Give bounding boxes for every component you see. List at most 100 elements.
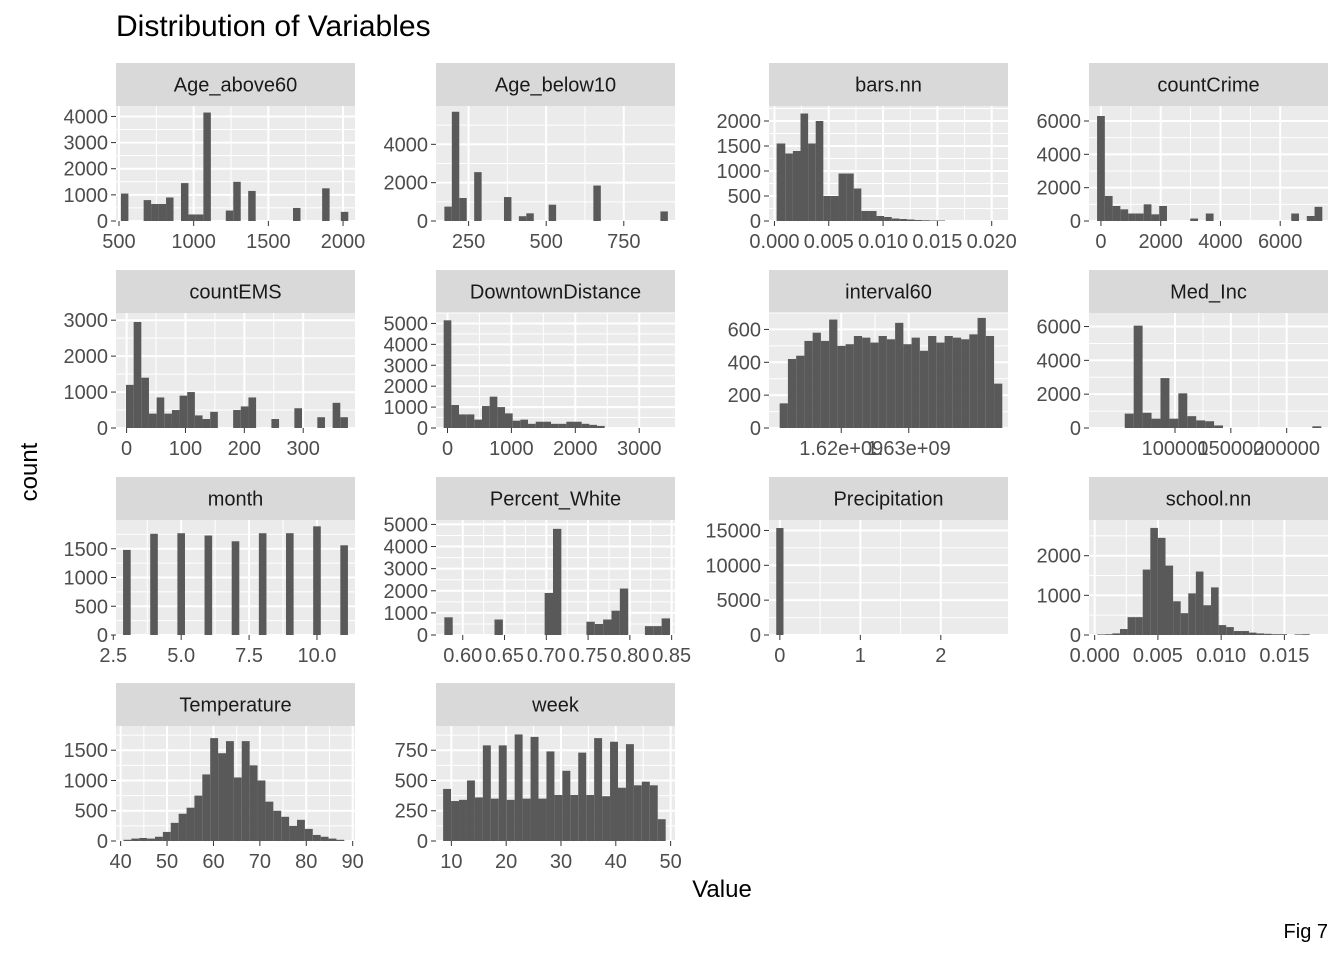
histogram-bar — [1104, 196, 1113, 221]
x-tick-label: 0.75 — [569, 645, 608, 667]
x-axis-title: Value — [692, 876, 752, 903]
histogram-bar — [1120, 209, 1129, 221]
x-tick-label: 50 — [659, 851, 681, 873]
facet-strip-label: Age_above60 — [174, 75, 297, 97]
histogram-bar — [233, 181, 241, 221]
x-tick-label: 1.62e+09 — [799, 438, 883, 460]
facet-strip — [1089, 270, 1328, 313]
histogram-bar — [899, 219, 907, 221]
x-tick-label: 0.020 — [967, 231, 1017, 253]
histogram-bar — [194, 415, 203, 428]
histogram-bar — [186, 807, 195, 841]
histogram-bar — [876, 216, 885, 221]
histogram-bar — [578, 752, 587, 841]
y-tick-label: 3000 — [64, 133, 109, 155]
y-tick-label: 5000 — [717, 590, 762, 612]
histogram-bar — [248, 397, 257, 428]
facet-strip-label: month — [208, 489, 264, 511]
x-tick-label: 2.5 — [99, 645, 127, 667]
histogram-bar — [466, 780, 475, 841]
histogram-bar — [166, 197, 174, 221]
histogram-bar — [313, 526, 321, 635]
histogram-bar — [1097, 116, 1105, 221]
histogram-bar — [1112, 633, 1120, 635]
y-tick-label: 400 — [728, 352, 761, 374]
x-tick-label: 2000 — [321, 231, 366, 253]
histogram-bar — [187, 392, 195, 428]
histogram-bar — [1135, 213, 1144, 221]
histogram-bar — [320, 836, 329, 841]
histogram-bar — [551, 423, 559, 428]
histogram-bar — [494, 619, 503, 635]
histogram-bar — [1226, 627, 1234, 635]
y-tick-label: 2000 — [64, 346, 109, 368]
histogram-bar — [1205, 421, 1215, 428]
x-tick-label: 750 — [607, 231, 640, 253]
histogram-bar — [522, 798, 531, 841]
facet-strip — [1089, 477, 1328, 520]
histogram-bar — [271, 419, 280, 428]
facet-interval60: interval60 0 200 400 600 1.62e+091.63e+09 — [728, 270, 1008, 460]
y-tick-label: 0 — [97, 418, 108, 440]
y-tick-label: 2000 — [1037, 384, 1082, 406]
histogram-bar — [340, 545, 348, 635]
histogram-bar — [257, 780, 266, 841]
y-tick-label: 1000 — [384, 397, 429, 419]
histogram-bar — [202, 419, 211, 428]
histogram-bar — [1233, 631, 1242, 635]
histogram-bar — [312, 834, 321, 841]
histogram-bar — [785, 153, 793, 221]
x-tick-label: 0.85 — [652, 645, 691, 667]
facet-countEMS: countEMS 0 1000 2000 3000 0 100 200 300 — [64, 270, 355, 460]
histogram-bar — [443, 788, 452, 841]
histogram-bar — [617, 787, 626, 841]
histogram-bar — [903, 344, 912, 428]
facet-strip-label: Age_below10 — [495, 75, 616, 97]
histogram-bar — [1133, 325, 1143, 428]
histogram-bar — [1178, 393, 1188, 428]
histogram-bar — [914, 220, 923, 221]
histogram-bar — [870, 342, 879, 428]
x-tick-label: 150000 — [1197, 438, 1264, 460]
histogram-bar — [231, 541, 240, 635]
histogram-bar — [293, 207, 301, 221]
y-tick-label: 1000 — [384, 603, 429, 625]
y-tick-label: 4000 — [1037, 350, 1082, 372]
x-tick-label: 10 — [440, 851, 462, 873]
x-tick-label: 100 — [169, 438, 202, 460]
histogram-bar — [131, 838, 140, 841]
histogram-bar — [884, 217, 892, 221]
histogram-bar — [459, 799, 467, 841]
x-tick-label: 0.010 — [858, 231, 908, 253]
y-tick-label: 6000 — [1037, 317, 1082, 339]
y-tick-label: 2000 — [1037, 546, 1082, 568]
x-tick-label: 30 — [550, 851, 572, 873]
histogram-bar — [1142, 569, 1151, 635]
histogram-bar — [977, 317, 986, 428]
facet-strip-label: Percent_White — [490, 489, 621, 511]
x-tick-label: 80 — [295, 851, 317, 873]
facet-strip — [436, 477, 675, 520]
y-tick-label: 4000 — [64, 106, 109, 128]
histogram-bar — [225, 741, 234, 841]
histogram-bar — [1159, 206, 1167, 221]
facet-strip-label: interval60 — [845, 282, 932, 304]
histogram-bar — [649, 785, 658, 841]
histogram-bar — [444, 206, 452, 221]
histogram-bar — [594, 623, 604, 635]
x-tick-label: 500 — [530, 231, 563, 253]
y-tick-label: 500 — [75, 801, 108, 823]
histogram-bar — [796, 355, 805, 428]
y-tick-label: 2000 — [1037, 178, 1082, 200]
histogram-bar — [922, 220, 930, 221]
y-tick-label: 200 — [728, 385, 761, 407]
x-tick-label: 0 — [121, 438, 132, 460]
histogram-bar — [837, 345, 846, 428]
histogram-bar — [823, 196, 831, 221]
y-axis-title: count — [16, 442, 43, 502]
histogram-bar — [328, 838, 337, 841]
facet-Precipitation: Precipitation 0 5000 10000 15000 0 1 2 — [705, 477, 1008, 667]
histogram-bar — [451, 801, 460, 841]
